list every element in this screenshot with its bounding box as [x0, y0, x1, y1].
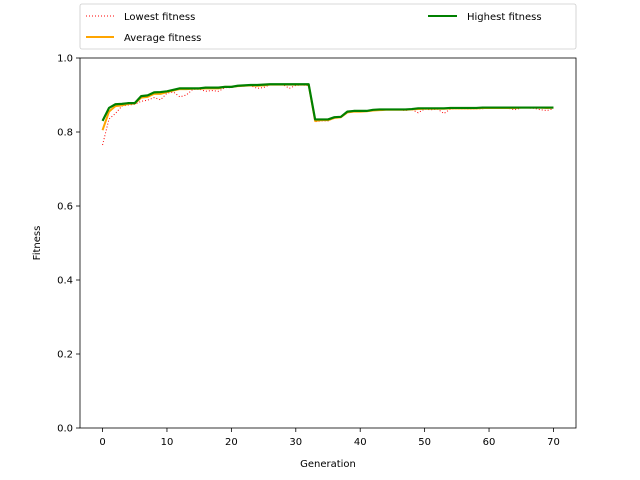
y-tick-label: 0.4 [57, 276, 73, 287]
x-tick-label: 0 [99, 437, 105, 448]
x-tick-label: 40 [354, 437, 367, 448]
legend: Lowest fitness Average fitness Highest f… [79, 3, 577, 50]
series-line-lowest-fitness [102, 84, 554, 146]
x-tick-label: 60 [483, 437, 496, 448]
plot-frame [79, 57, 577, 429]
y-tick-label: 1.0 [57, 54, 73, 65]
y-tick-label: 0.6 [57, 202, 73, 213]
y-axis-label: Fitness [32, 226, 43, 261]
x-tick-label: 30 [289, 437, 302, 448]
legend-label-average: Average fitness [124, 33, 201, 44]
y-tick-label: 0.2 [57, 350, 73, 361]
legend-label-lowest: Lowest fitness [124, 12, 195, 23]
series-line-highest-fitness [101, 83, 554, 122]
x-tick-label: 20 [225, 437, 238, 448]
x-tick-label: 10 [161, 437, 174, 448]
x-axis-label: Generation [300, 459, 356, 470]
series-layer [101, 83, 554, 146]
y-tick-label: 0.0 [57, 424, 73, 435]
legend-label-highest: Highest fitness [467, 12, 542, 23]
x-tick-label: 50 [418, 437, 431, 448]
ticks-layer: 0 10 20 30 40 50 60 70 0.0 0.2 0.4 0.6 0.8 1.0 [57, 54, 560, 449]
y-tick-label: 0.8 [57, 128, 73, 139]
x-tick-label: 70 [547, 437, 560, 448]
